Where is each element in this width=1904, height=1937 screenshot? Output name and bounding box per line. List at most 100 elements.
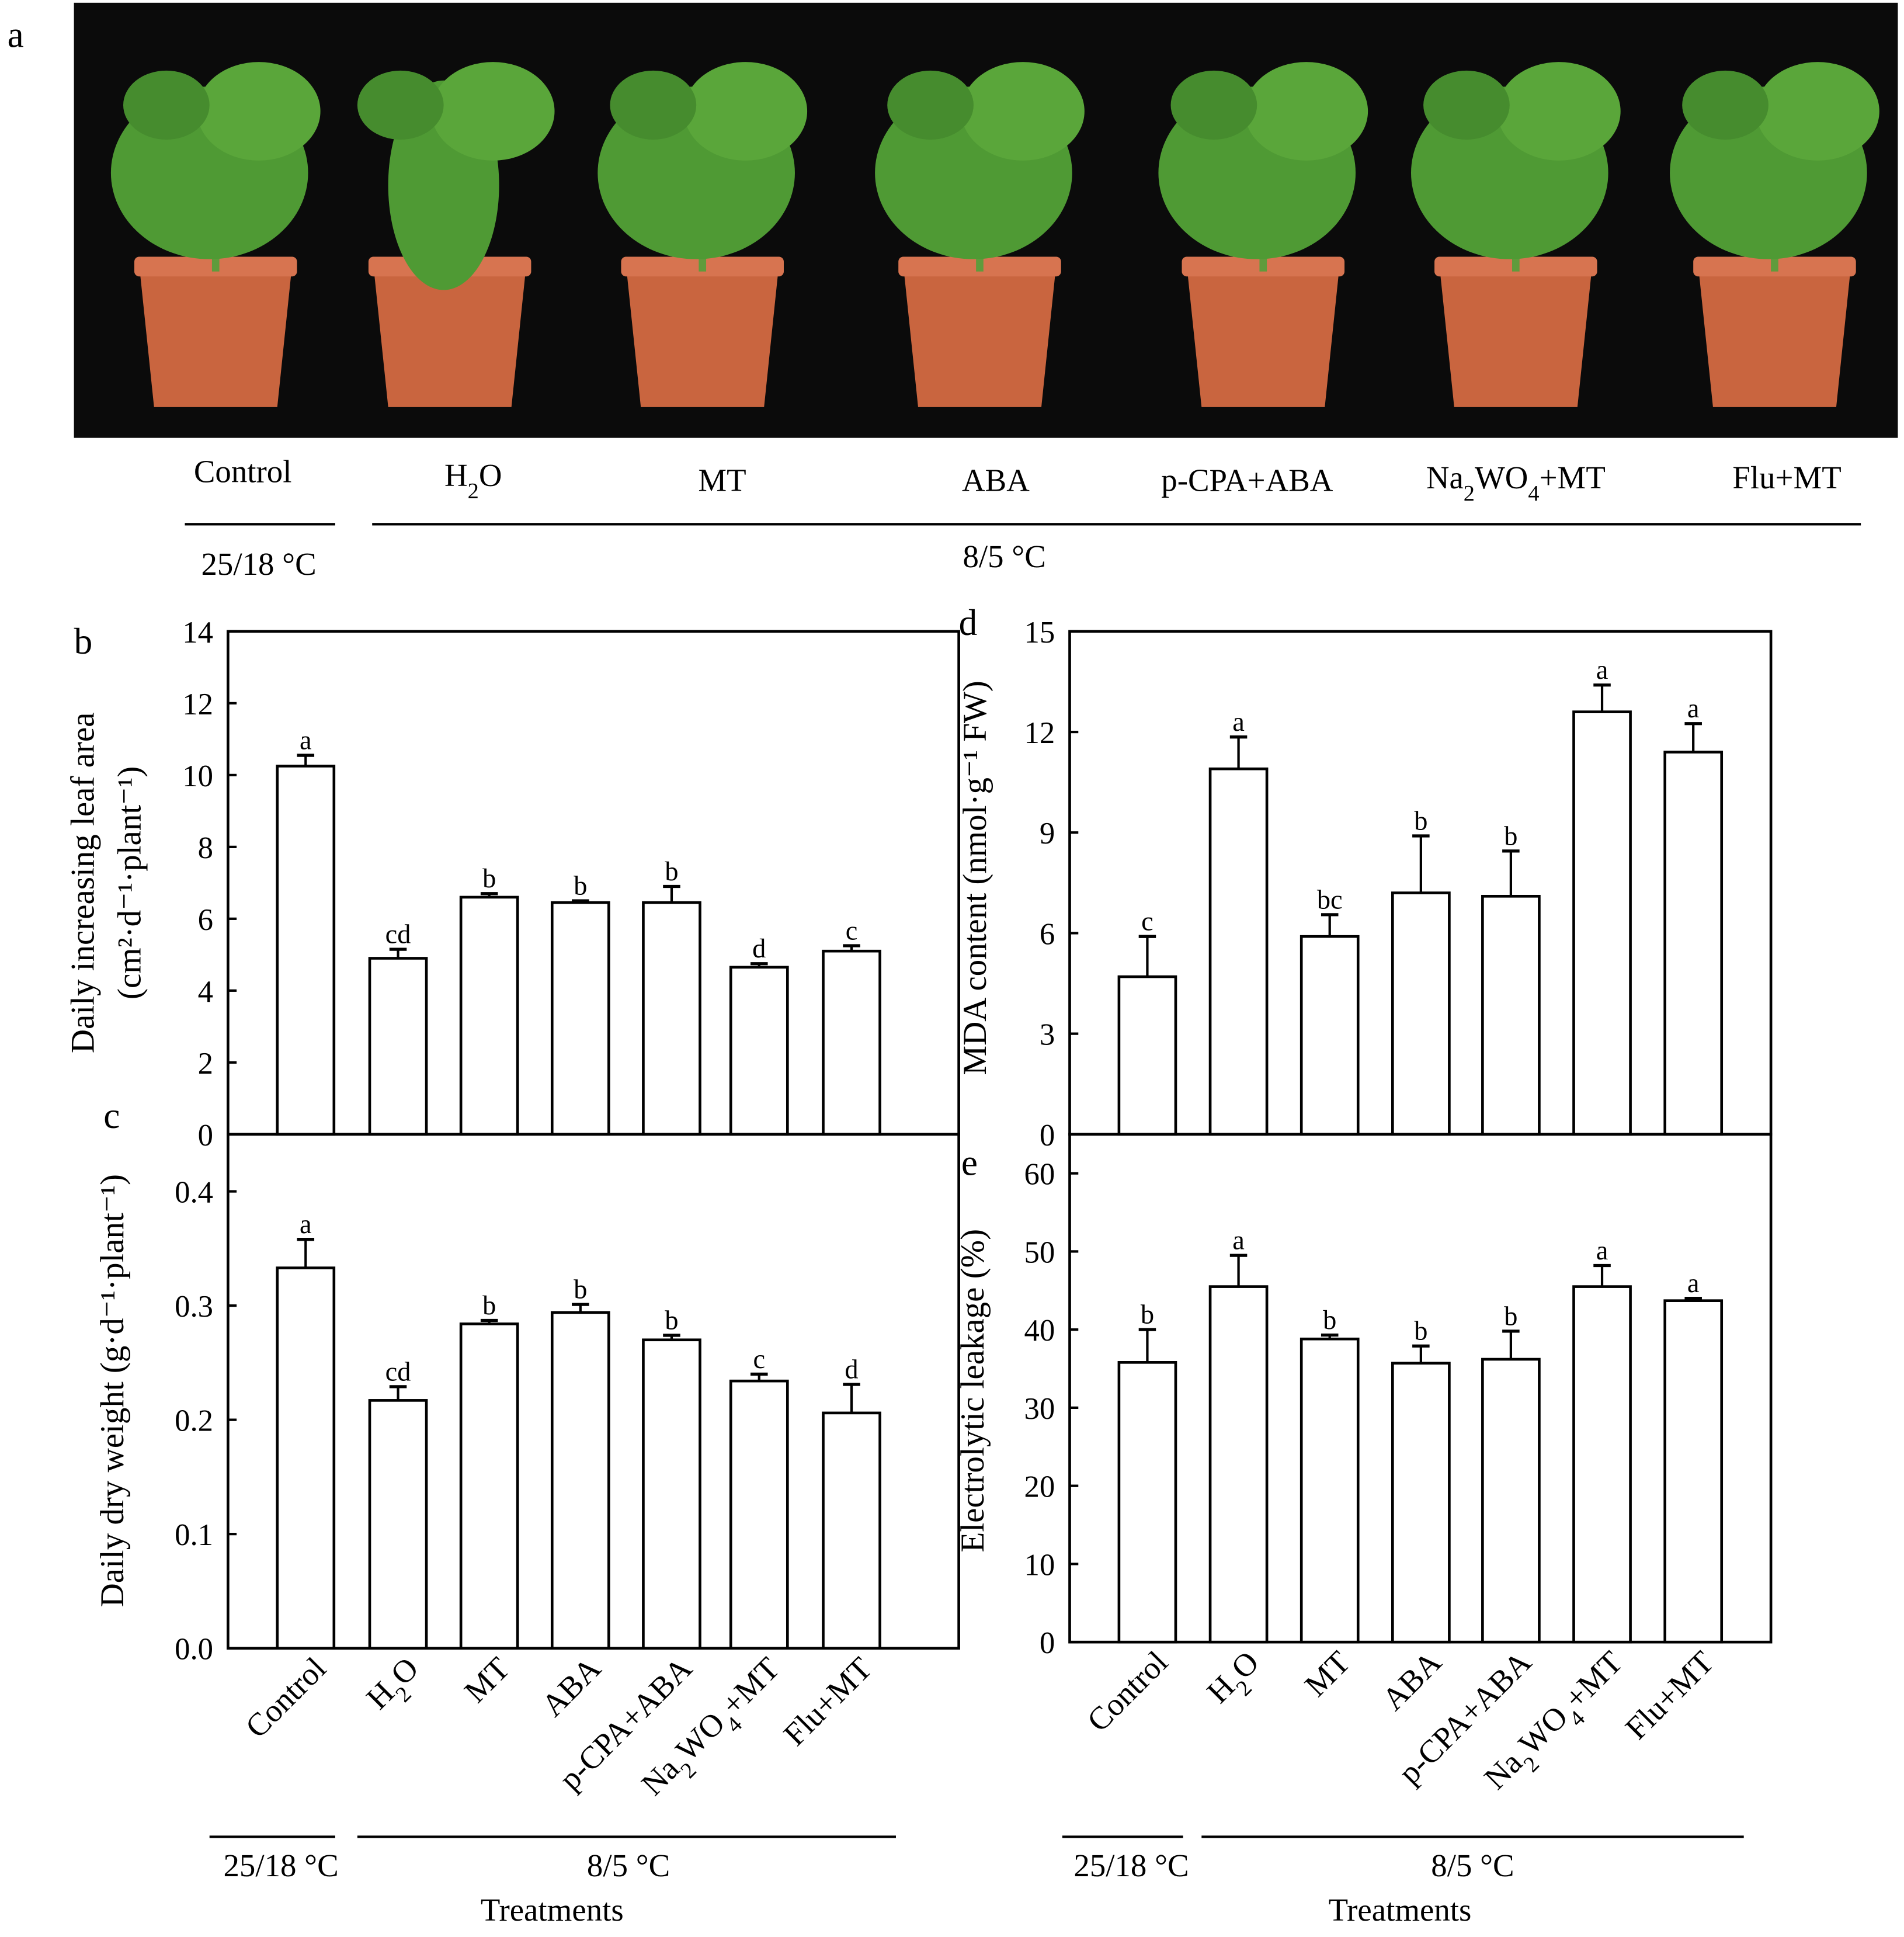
y-tick-label: 12 [1024,716,1055,750]
leaf [610,70,697,140]
bar [1300,1337,1360,1644]
panel-letter-b: b [74,621,93,662]
pot [1698,265,1851,407]
photo-treatment-label: p-CPA+ABA [1161,462,1333,498]
bar [459,895,519,1136]
bar [1663,1299,1724,1644]
y-tick-label: 50 [1024,1235,1055,1269]
x-tick-label: H2O [1200,1644,1273,1717]
significance-letter: b [1414,1317,1427,1346]
y-tick-label: 12 [182,688,213,721]
ylabel-b-line2: (cm²·d⁻¹·plant⁻¹) [112,766,148,999]
bar [642,901,701,1136]
ylabel-b-line1: Daily increasing leaf area [64,713,101,1054]
leaf [1245,62,1368,161]
photo-temp-cold: 8/5 °C [963,539,1045,574]
pot [1186,265,1340,407]
plant [110,62,321,407]
bar [276,1266,336,1650]
leaf [1423,70,1510,140]
leaf [961,62,1085,161]
y-tick-label: 0 [1040,1626,1055,1660]
plant [357,62,555,407]
photo-treatment-label: Control [194,454,292,490]
y-tick-label: 0.4 [175,1176,213,1210]
significance-letter: b [1414,806,1427,836]
y-tick-label: 6 [1040,917,1055,951]
bar [276,765,336,1136]
photo-treatment-label: ABA [962,462,1030,498]
y-tick-label: 8 [198,831,213,865]
right-temp-control: 25/18 °C [1073,1848,1189,1883]
bar [1572,1285,1632,1644]
significance-letter: cd [385,920,411,950]
significance-letter: a [1687,694,1700,724]
significance-letter: a [1232,707,1245,737]
x-tick-label: MT [457,1650,516,1709]
left-temp-control: 25/18 °C [223,1848,338,1883]
panel-letter-d: d [959,602,978,643]
x-tick-label: MT [1298,1644,1357,1703]
significance-letter: a [1596,1236,1608,1266]
leaf [431,62,555,161]
x-tick-label: Control [238,1650,333,1745]
right-temp-cold: 8/5 °C [1431,1848,1514,1883]
significance-letter: b [1504,1301,1517,1331]
plant [1158,62,1368,407]
significance-letter: b [665,1306,678,1335]
panel-letter-c: c [103,1095,120,1136]
plant [597,62,808,407]
x-tick-label: ABA [534,1650,607,1723]
significance-letter: cd [385,1357,411,1387]
pot [626,265,779,407]
y-tick-label: 9 [1040,817,1055,851]
leaf [1756,62,1879,161]
photo-treatment-label: Flu+MT [1732,460,1841,495]
bar [822,949,881,1136]
y-tick-label: 40 [1024,1314,1055,1348]
bar [459,1322,519,1650]
y-tick-label: 0.0 [175,1633,213,1667]
leaf [684,62,808,161]
panel-letter-a: a [8,15,24,55]
bar [729,966,789,1136]
ylabel-e: Electrolytic leakage (%) [954,1229,991,1553]
significance-letter: b [574,1275,587,1305]
y-tick-label: 3 [1040,1018,1055,1052]
y-tick-label: 0 [1040,1119,1055,1153]
x-tick-label: ABA [1375,1644,1448,1717]
bar [1391,891,1451,1136]
chart-panel-c: 0.00.10.20.30.4aControlcdH2ObMTbABAbp-CP… [175,1133,960,1802]
leaf [1682,70,1769,140]
bar [1391,1362,1451,1644]
y-tick-label: 20 [1024,1470,1055,1504]
leaf [123,70,210,140]
x-tick-label: Control [1080,1644,1175,1738]
bar [729,1379,789,1650]
y-tick-label: 60 [1024,1158,1055,1192]
y-tick-label: 15 [1024,616,1055,650]
chart-panel-e: 0102030405060bControlaH2ObMTbABAbp-CPA+A… [1024,1133,1773,1796]
significance-letter: d [845,1355,858,1384]
bar [1117,975,1177,1136]
right-xlabel: Treatments [1329,1892,1472,1928]
bar [642,1338,701,1650]
bar [1663,751,1724,1136]
chart-panel-b: 0 2 4 6 8 10 12 14 a cd b b b d c [182,616,960,1153]
bar [1481,894,1541,1136]
significance-letter: a [1232,1226,1245,1256]
plant [1670,62,1879,407]
significance-letter: c [1141,907,1153,937]
photo-treatment-label: MT [698,462,746,498]
x-tick-label: Flu+MT [777,1650,879,1752]
y-tick-label: 10 [1024,1548,1055,1582]
ylabel-d: MDA content (nmol·g⁻¹ FW) [957,681,993,1075]
significance-letter: b [482,1291,496,1321]
bar [1300,935,1360,1136]
bar [1208,767,1269,1136]
y-tick-label: 2 [198,1047,213,1081]
x-tick-label: Flu+MT [1618,1644,1721,1746]
significance-letter: b [1323,1306,1336,1335]
photo-treatment-label: Na2WO4+MT [1426,460,1606,506]
bar [550,1311,610,1650]
